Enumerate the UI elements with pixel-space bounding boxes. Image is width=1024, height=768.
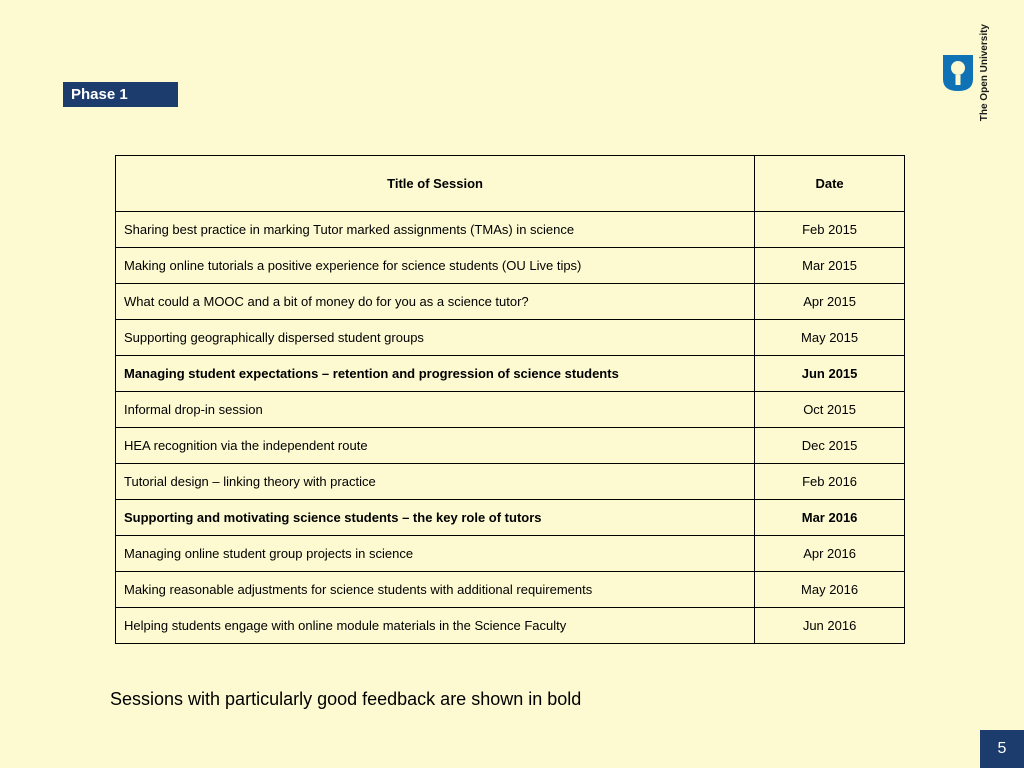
slide: Phase 1 The Open University Title of Ses… <box>0 0 1024 768</box>
session-title-cell: Helping students engage with online modu… <box>116 608 755 644</box>
session-title-cell: Supporting geographically dispersed stud… <box>116 320 755 356</box>
session-title-cell: Tutorial design – linking theory with pr… <box>116 464 755 500</box>
session-title-cell: Making reasonable adjustments for scienc… <box>116 572 755 608</box>
ou-shield-icon <box>943 55 973 91</box>
session-title-cell: Making online tutorials a positive exper… <box>116 248 755 284</box>
table-row: Helping students engage with online modu… <box>116 608 905 644</box>
session-title-cell: HEA recognition via the independent rout… <box>116 428 755 464</box>
page-number: 5 <box>980 730 1024 768</box>
session-date-cell: Oct 2015 <box>755 392 905 428</box>
sessions-table: Title of Session Date Sharing best pract… <box>115 155 905 644</box>
col-header-date: Date <box>755 156 905 212</box>
page-number-value: 5 <box>998 740 1007 758</box>
session-title-cell: Sharing best practice in marking Tutor m… <box>116 212 755 248</box>
table-header-row: Title of Session Date <box>116 156 905 212</box>
ou-logo: The Open University <box>943 24 990 121</box>
session-date-cell: Jun 2016 <box>755 608 905 644</box>
table-row: Making online tutorials a positive exper… <box>116 248 905 284</box>
session-title-cell: Managing student expectations – retentio… <box>116 356 755 392</box>
table-row: Supporting and motivating science studen… <box>116 500 905 536</box>
table-row: Sharing best practice in marking Tutor m… <box>116 212 905 248</box>
session-date-cell: May 2015 <box>755 320 905 356</box>
session-title-cell: Managing online student group projects i… <box>116 536 755 572</box>
col-header-title: Title of Session <box>116 156 755 212</box>
table-body: Sharing best practice in marking Tutor m… <box>116 212 905 644</box>
footnote: Sessions with particularly good feedback… <box>110 689 581 710</box>
table-row: Managing student expectations – retentio… <box>116 356 905 392</box>
session-date-cell: Mar 2016 <box>755 500 905 536</box>
session-date-cell: May 2016 <box>755 572 905 608</box>
session-date-cell: Dec 2015 <box>755 428 905 464</box>
phase-label: Phase 1 <box>71 86 128 103</box>
session-date-cell: Apr 2016 <box>755 536 905 572</box>
session-title-cell: Informal drop-in session <box>116 392 755 428</box>
table-row: Managing online student group projects i… <box>116 536 905 572</box>
session-date-cell: Feb 2015 <box>755 212 905 248</box>
session-date-cell: Feb 2016 <box>755 464 905 500</box>
table-row: Informal drop-in sessionOct 2015 <box>116 392 905 428</box>
session-date-cell: Mar 2015 <box>755 248 905 284</box>
table-row: HEA recognition via the independent rout… <box>116 428 905 464</box>
phase-badge: Phase 1 <box>63 82 178 107</box>
session-title-cell: Supporting and motivating science studen… <box>116 500 755 536</box>
session-date-cell: Apr 2015 <box>755 284 905 320</box>
ou-logo-text: The Open University <box>979 24 990 121</box>
session-title-cell: What could a MOOC and a bit of money do … <box>116 284 755 320</box>
table-row: Making reasonable adjustments for scienc… <box>116 572 905 608</box>
table-row: Tutorial design – linking theory with pr… <box>116 464 905 500</box>
table-row: What could a MOOC and a bit of money do … <box>116 284 905 320</box>
table-row: Supporting geographically dispersed stud… <box>116 320 905 356</box>
session-date-cell: Jun 2015 <box>755 356 905 392</box>
